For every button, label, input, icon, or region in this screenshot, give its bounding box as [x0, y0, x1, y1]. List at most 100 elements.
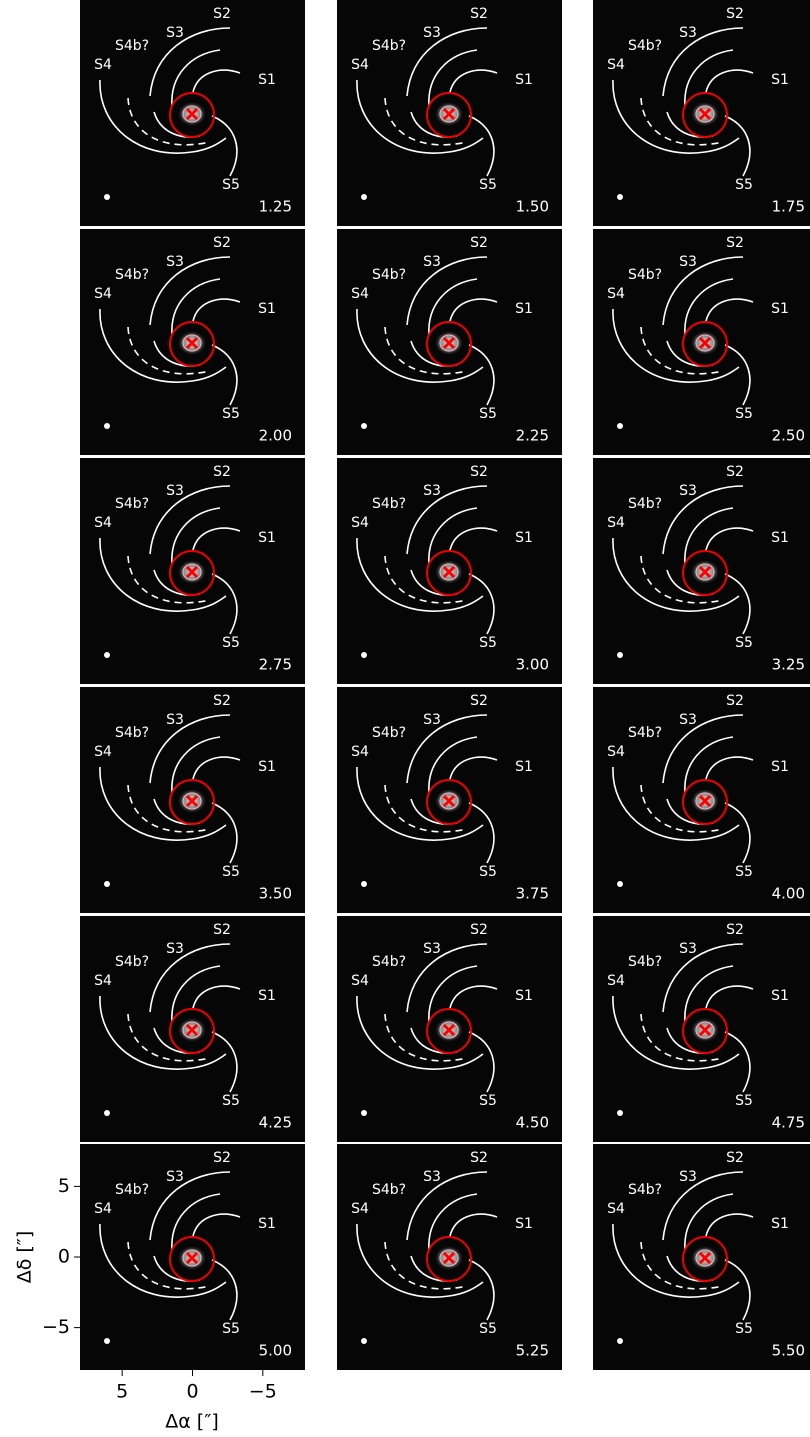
spiral-label: S4b? — [372, 496, 406, 512]
channel-label: 5.25 — [516, 1342, 549, 1360]
contour — [182, 563, 202, 581]
spiral-label: S5 — [735, 1093, 753, 1109]
spiral-label: S3 — [166, 712, 184, 728]
beam — [361, 881, 367, 887]
ring — [682, 1008, 728, 1054]
spiral-label: S2 — [726, 922, 744, 938]
spiral-label: S4 — [351, 286, 369, 302]
star-marker — [442, 1023, 456, 1037]
spiral-label: S2 — [726, 693, 744, 709]
channel-label: 1.75 — [772, 198, 805, 216]
spiral-label: S2 — [470, 235, 488, 251]
x-tick-label: 0 — [186, 1381, 198, 1403]
x-tick-label: 5 — [116, 1381, 128, 1403]
spiral-label: S4b? — [372, 725, 406, 741]
star-marker — [698, 1251, 712, 1265]
spiral-label: S3 — [679, 483, 697, 499]
contour — [439, 105, 459, 123]
spiral-label: S4b? — [372, 954, 406, 970]
spiral-label: S1 — [771, 1216, 789, 1232]
spiral-label: S4 — [94, 515, 112, 531]
spiral-label: S3 — [423, 25, 441, 41]
spiral-label: S1 — [258, 988, 276, 1004]
spiral-label: S4b? — [115, 38, 149, 54]
star-marker — [442, 107, 456, 121]
spiral-label: S4b? — [372, 1182, 406, 1198]
spiral-label: S3 — [679, 1169, 697, 1185]
spiral-label: S3 — [166, 483, 184, 499]
ring — [426, 1236, 472, 1282]
spiral-label: S2 — [213, 693, 231, 709]
spiral-label: S3 — [423, 712, 441, 728]
spiral-label: S5 — [479, 1321, 497, 1337]
contour — [182, 105, 202, 123]
y-tick-label: 0 — [58, 1246, 70, 1268]
star-marker — [442, 336, 456, 350]
contour — [182, 792, 202, 810]
star-marker — [185, 336, 199, 350]
channel-label: 5.50 — [772, 1342, 805, 1360]
contour — [182, 1021, 202, 1039]
channel-label: 3.25 — [772, 656, 805, 674]
spiral-label: S4 — [607, 973, 625, 989]
star-marker — [185, 1023, 199, 1037]
spiral-label: S3 — [679, 712, 697, 728]
spiral-label: S3 — [166, 25, 184, 41]
contour — [439, 792, 459, 810]
beam — [361, 1338, 367, 1344]
spiral-label: S2 — [726, 464, 744, 480]
beam — [104, 1338, 110, 1344]
spiral-label: S1 — [515, 301, 533, 317]
ring — [426, 779, 472, 825]
spiral-label: S1 — [515, 72, 533, 88]
spiral-label: S5 — [479, 635, 497, 651]
ring — [426, 550, 472, 596]
beam — [617, 423, 623, 429]
spiral-label: S4 — [607, 515, 625, 531]
ring — [169, 1008, 215, 1054]
spiral-label: S2 — [726, 6, 744, 22]
beam — [617, 881, 623, 887]
contour — [439, 1249, 459, 1267]
spiral-label: S4b? — [115, 954, 149, 970]
spiral-label: S4 — [94, 744, 112, 760]
ring — [169, 321, 215, 367]
spiral-label: S1 — [771, 301, 789, 317]
beam — [361, 652, 367, 658]
ring — [682, 1236, 728, 1282]
spiral-label: S2 — [213, 1150, 231, 1166]
spiral-label: S2 — [470, 693, 488, 709]
ring — [169, 92, 215, 138]
spiral-label: S5 — [222, 406, 240, 422]
beam — [617, 194, 623, 200]
spiral-label: S4 — [94, 57, 112, 73]
spiral-label: S2 — [470, 464, 488, 480]
channel-label: 4.00 — [772, 885, 805, 903]
ring — [169, 779, 215, 825]
spiral-label: S5 — [479, 177, 497, 193]
channel-label: 1.50 — [516, 198, 549, 216]
spiral-label: S4 — [94, 973, 112, 989]
ring — [426, 92, 472, 138]
spiral-label: S3 — [166, 254, 184, 270]
ring — [682, 779, 728, 825]
beam — [104, 1110, 110, 1116]
spiral-label: S4 — [607, 744, 625, 760]
star-marker — [698, 107, 712, 121]
spiral-label: S2 — [213, 464, 231, 480]
star-marker — [698, 565, 712, 579]
spiral-label: S1 — [258, 1216, 276, 1232]
star-marker — [698, 1023, 712, 1037]
spiral-label: S4b? — [115, 267, 149, 283]
spiral-label: S5 — [222, 177, 240, 193]
spiral-label: S5 — [735, 635, 753, 651]
spiral-label: S3 — [166, 1169, 184, 1185]
spiral-label: S3 — [679, 25, 697, 41]
spiral-label: S3 — [423, 941, 441, 957]
